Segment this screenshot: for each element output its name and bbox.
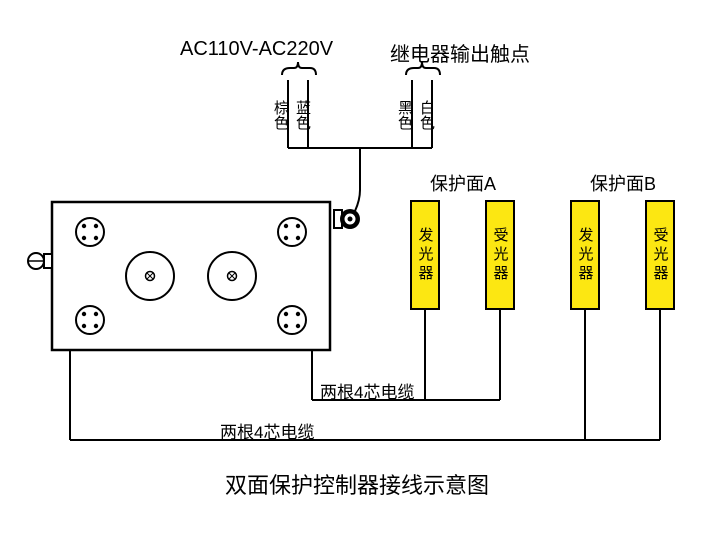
wire-main-up — [355, 148, 360, 211]
center-circle-left — [126, 252, 174, 300]
cable-label-b: 两根4芯电缆 — [220, 418, 314, 443]
wire-brown: 棕色 — [270, 100, 291, 130]
face-b-label: 保护面B — [590, 170, 656, 196]
cable-label-a: 两根4芯电缆 — [320, 378, 414, 403]
diagram-title: 双面保护控制器接线示意图 — [225, 468, 489, 500]
bolt-tl — [76, 218, 104, 246]
wire-white: 白色 — [416, 100, 437, 130]
center-circle-right — [208, 252, 256, 300]
bolt-tr — [278, 218, 306, 246]
sensor-a-receiver: 受光器 — [485, 200, 515, 310]
side-knob — [28, 253, 52, 269]
wire-black: 黑色 — [394, 100, 415, 130]
voltage-label: AC110V-AC220V — [180, 38, 333, 61]
bolt-br — [278, 306, 306, 334]
sensor-b-emitter: 发光器 — [570, 200, 600, 310]
relay-label: 继电器输出触点 — [390, 38, 530, 67]
sensor-b-receiver: 受光器 — [645, 200, 675, 310]
sensor-a-emitter: 发光器 — [410, 200, 440, 310]
wiring-diagram — [0, 0, 719, 542]
top-connector — [334, 209, 360, 229]
face-a-label: 保护面A — [430, 170, 496, 196]
wire-blue: 蓝色 — [292, 100, 313, 130]
bolt-bl — [76, 306, 104, 334]
